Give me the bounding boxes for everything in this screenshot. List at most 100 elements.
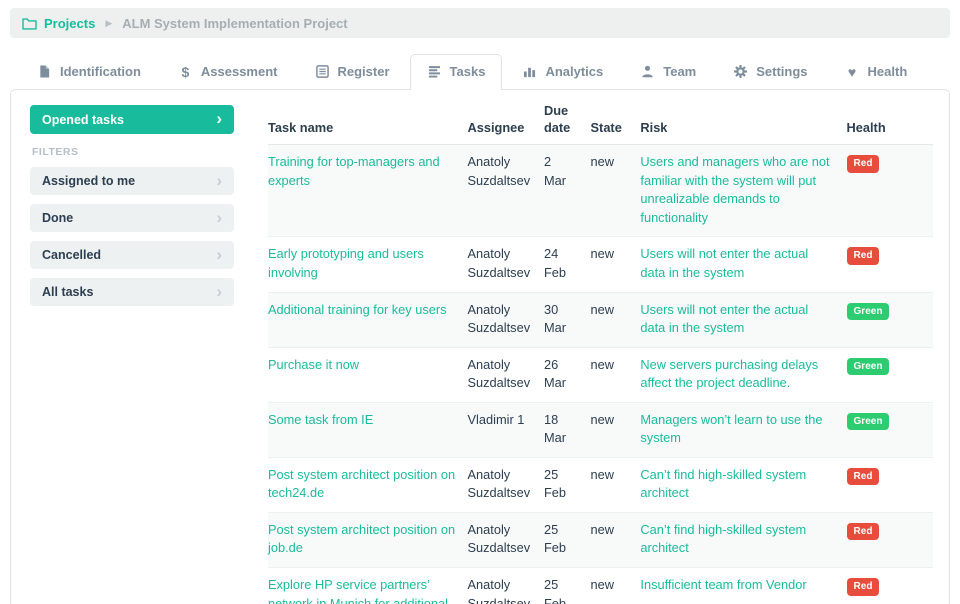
tab-label: Team [663, 64, 697, 79]
task-link[interactable]: Early prototyping and users involving [268, 246, 424, 280]
tab-analytics[interactable]: Analytics [505, 54, 620, 90]
tab-bar: Identification $ Assessment Register Tasks An… [10, 54, 950, 90]
health-cell: Red [846, 144, 933, 237]
sidebar-item-label: Cancelled [42, 248, 102, 262]
health-badge: Red [846, 578, 880, 596]
tab-identification[interactable]: Identification [20, 54, 158, 90]
sidebar-item-label: All tasks [42, 285, 94, 299]
column-header-assignee: Assignee [467, 97, 544, 146]
risk-link[interactable]: Can’t find high-skilled system architect [640, 521, 807, 556]
chevron-right-icon: › [216, 281, 222, 301]
task-name-cell: Post system architect position on tech24… [268, 456, 468, 513]
tasks-table: Task name Assignee Due date State Risk H… [268, 97, 933, 604]
health-cell: Red [846, 456, 933, 513]
breadcrumb-current-project: ALM System Implementation Project [122, 15, 348, 31]
health-badge: Green [846, 357, 890, 376]
column-header-health: Health [846, 97, 933, 146]
assignee-cell: Anatoly Suzdaltsev [467, 456, 544, 513]
due-date-cell: 25 Feb [543, 511, 591, 568]
sidebar-item-label: Assigned to me [42, 174, 136, 188]
task-link[interactable]: Training for top-managers and experts [268, 154, 440, 188]
table-row: Some task from IE Vladimir 1 18 Mar new Manag… [268, 401, 933, 458]
health-badge: Red [846, 467, 880, 486]
health-cell: Red [846, 567, 933, 604]
column-header-state: State [590, 97, 641, 146]
person-icon [640, 64, 655, 79]
assignee-cell: Anatoly Suzdaltsev [467, 291, 544, 348]
task-link[interactable]: Additional training for key users [268, 301, 447, 317]
state-cell: new [590, 456, 641, 513]
risk-link[interactable]: Can’t find high-skilled system architect [640, 466, 807, 501]
task-name-cell: Training for top-managers and experts [268, 144, 468, 237]
sidebar-item-label: Opened tasks [42, 112, 124, 127]
sidebar-item-assigned-to-me[interactable]: Assigned to me › [30, 167, 234, 195]
tab-assessment[interactable]: $ Assessment [161, 54, 295, 90]
risk-cell: Managers won’t learn to use the system [640, 401, 847, 458]
breadcrumb: Projects ▶ ALM System Implementation Pro… [10, 8, 950, 38]
assignee-cell: Anatoly Suzdaltsev [467, 511, 544, 568]
tab-label: Identification [60, 64, 141, 79]
tab-team[interactable]: Team [623, 54, 713, 90]
chevron-right-icon: › [216, 170, 222, 190]
sidebar-item-done[interactable]: Done › [30, 204, 234, 232]
health-cell: Red [846, 236, 933, 293]
sidebar-item-label: Done [42, 211, 74, 225]
task-link[interactable]: Explore HP service partners’ network in … [268, 577, 448, 604]
state-cell: new [590, 401, 641, 458]
table-row: Early prototyping and users involving Ana… [268, 236, 933, 293]
table-row: Training for top-managers and experts Ana… [268, 144, 933, 237]
health-cell: Red [846, 511, 933, 568]
sidebar-item-all-tasks[interactable]: All tasks › [30, 278, 234, 306]
tab-settings[interactable]: Settings [716, 54, 824, 90]
risk-link[interactable]: Users will not enter the actual data in … [640, 301, 809, 336]
health-badge: Red [846, 522, 880, 541]
table-row: Additional training for key users Anatoly… [268, 291, 933, 348]
column-header-task-name: Task name [268, 97, 468, 146]
tab-label: Health [867, 64, 908, 79]
state-cell: new [590, 236, 641, 293]
task-link[interactable]: Post system architect position on tech24… [268, 466, 456, 501]
tab-label: Assessment [200, 64, 278, 79]
risk-link[interactable]: New servers purchasing delays affect the… [640, 356, 819, 391]
health-badge: Green [846, 302, 890, 321]
assignee-cell: Anatoly Suzdaltsev [467, 567, 544, 604]
risk-link[interactable]: Users and managers who are not familiar … [640, 154, 830, 225]
breadcrumb-projects-link[interactable]: Projects [44, 15, 96, 31]
tab-health[interactable]: ♥ Health [828, 54, 925, 90]
table-row: Explore HP service partners’ network in … [268, 567, 933, 604]
risk-cell: Insufficient team from Vendor [640, 567, 847, 604]
dollar-icon: $ [181, 63, 190, 80]
due-date-cell: 24 Feb [543, 236, 591, 293]
column-header-risk: Risk [640, 97, 847, 146]
risk-link[interactable]: Insufficient team from Vendor [640, 577, 807, 592]
task-link[interactable]: Some task from IE [268, 411, 374, 427]
task-link[interactable]: Purchase it now [268, 356, 360, 372]
chart-icon [522, 64, 537, 79]
table-header-row: Task name Assignee Due date State Risk H… [268, 97, 933, 146]
assignee-cell: Anatoly Suzdaltsev [467, 144, 544, 237]
task-name-cell: Purchase it now [268, 346, 468, 403]
tab-label: Analytics [545, 64, 604, 79]
sidebar-item-opened-tasks[interactable]: Opened tasks › [30, 105, 234, 134]
due-date-cell: 26 Mar [543, 346, 591, 403]
tasks-table-area: Task name Assignee Due date State Risk H… [268, 97, 933, 604]
task-name-cell: Some task from IE [268, 401, 468, 458]
task-link[interactable]: Post system architect position on job.de [268, 521, 456, 556]
risk-cell: Can’t find high-skilled system architect [640, 456, 847, 513]
health-cell: Green [846, 401, 933, 458]
tab-register[interactable]: Register [298, 54, 407, 90]
state-cell: new [590, 346, 641, 403]
due-date-cell: 2 Mar [543, 144, 591, 237]
task-name-cell: Explore HP service partners’ network in … [268, 567, 468, 604]
risk-cell: Can’t find high-skilled system architect [640, 511, 847, 568]
risk-link[interactable]: Managers won’t learn to use the system [640, 411, 823, 446]
filter-list: Assigned to me › Done › Cancelled › All tasks › [30, 167, 234, 306]
breadcrumb-separator-icon: ▶ [105, 17, 113, 28]
risk-link[interactable]: Users will not enter the actual data in … [640, 246, 809, 280]
table-row: Post system architect position on tech24… [268, 456, 933, 513]
table-row: Purchase it now Anatoly Suzdaltsev 26 Mar ne… [268, 346, 933, 403]
health-badge: Red [846, 155, 880, 173]
tab-label: Register [337, 64, 390, 79]
tab-tasks[interactable]: Tasks [409, 54, 503, 90]
sidebar-item-cancelled[interactable]: Cancelled › [30, 241, 234, 269]
